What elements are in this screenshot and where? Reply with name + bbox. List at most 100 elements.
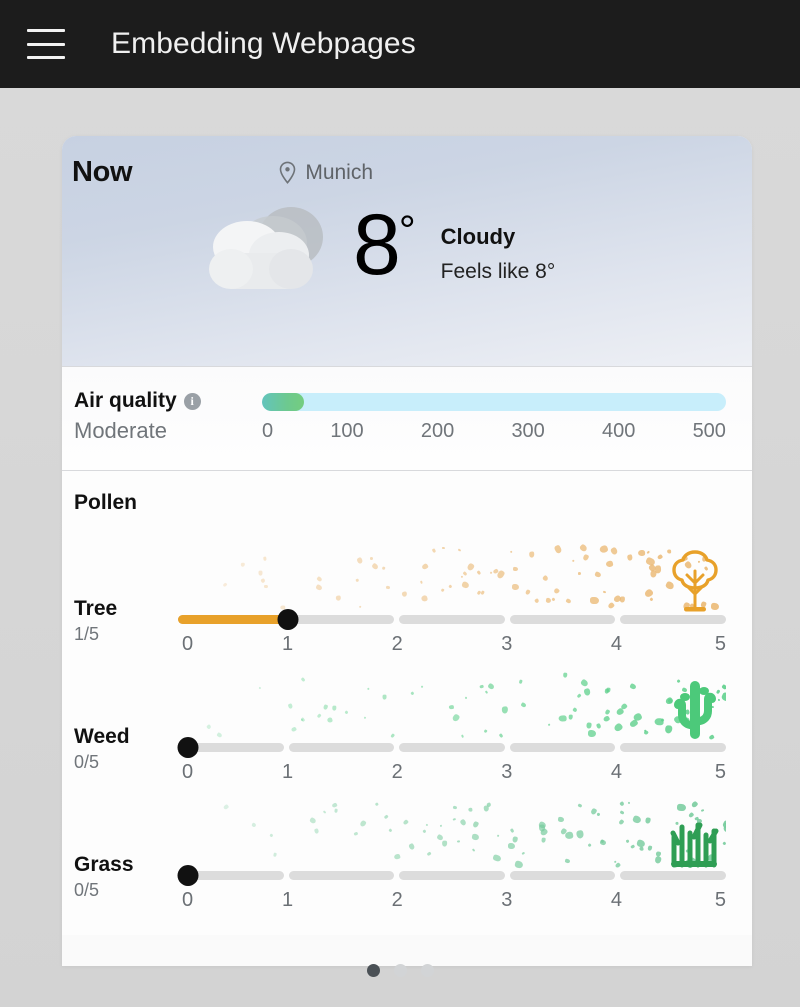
pollen-particle bbox=[496, 834, 500, 838]
pagination-dot[interactable] bbox=[393, 964, 407, 977]
pollen-particle bbox=[520, 702, 527, 709]
pollen-particle bbox=[593, 571, 601, 578]
pollen-row-grass[interactable]: Grass 0/5 0 1 2 3 4 5 bbox=[62, 797, 752, 925]
pollen-particle bbox=[539, 827, 549, 838]
pollen-particle bbox=[393, 853, 401, 861]
aq-tick: 200 bbox=[420, 420, 455, 442]
pollen-slider-knob[interactable] bbox=[177, 865, 199, 886]
pollen-slider-segment bbox=[178, 743, 284, 752]
pollen-particle bbox=[628, 682, 637, 690]
pollen-particle bbox=[571, 559, 575, 563]
cloudy-icon bbox=[187, 195, 347, 305]
pollen-particle bbox=[542, 574, 550, 582]
pollen-particle bbox=[552, 587, 560, 595]
pollen-particle bbox=[476, 569, 481, 575]
pollen-particle bbox=[426, 851, 432, 857]
pollen-particle bbox=[577, 803, 583, 808]
pollen-tick: 4 bbox=[610, 889, 622, 911]
hamburger-line bbox=[27, 56, 65, 59]
air-quality-bar-track bbox=[262, 393, 726, 411]
pollen-particle bbox=[269, 833, 274, 838]
pollen-particle bbox=[619, 596, 625, 603]
pollen-tick: 3 bbox=[501, 761, 513, 783]
pollen-tick-labels: 0 1 2 3 4 5 bbox=[178, 633, 726, 657]
pollen-particle bbox=[215, 732, 222, 739]
pagination-dot[interactable] bbox=[420, 964, 434, 977]
current-conditions-section: Now Munich bbox=[62, 136, 752, 366]
pollen-particle bbox=[259, 686, 262, 689]
pollen-particle bbox=[558, 816, 565, 823]
pollen-slider-segment bbox=[620, 615, 726, 624]
air-quality-tick-labels: 0 100 200 300 400 500 bbox=[262, 420, 726, 443]
pollen-row-score: 0/5 bbox=[74, 880, 100, 900]
pollen-particle bbox=[512, 567, 519, 573]
location-pin-icon bbox=[280, 161, 296, 184]
pollen-particle bbox=[370, 562, 380, 571]
pollen-particle bbox=[518, 679, 523, 684]
pollen-particle bbox=[491, 853, 501, 863]
pollen-particle bbox=[374, 802, 379, 807]
pollen-particle bbox=[457, 548, 461, 552]
hero-header: Now Munich bbox=[62, 136, 752, 189]
pollen-particle bbox=[334, 808, 338, 813]
pollen-row-tree[interactable]: Tree 1/5 0 1 2 3 4 5 bbox=[62, 541, 752, 669]
pollen-tick: 5 bbox=[714, 633, 726, 655]
pollen-particle bbox=[486, 801, 492, 808]
pollen-particle bbox=[273, 852, 278, 857]
pollen-particle bbox=[440, 588, 445, 593]
cactus-icon bbox=[664, 675, 726, 743]
air-quality-section[interactable]: Air quality i Moderate 0 100 200 300 400… bbox=[62, 367, 752, 470]
pollen-slider[interactable]: 0 1 2 3 4 5 bbox=[178, 609, 726, 657]
pollen-slider-segment bbox=[509, 615, 616, 624]
pollen-particle bbox=[524, 588, 531, 596]
pollen-particle bbox=[441, 546, 445, 550]
pollen-particle bbox=[479, 684, 484, 689]
pollen-particle bbox=[521, 851, 525, 855]
pollen-slider-track[interactable] bbox=[178, 609, 726, 630]
location-row[interactable]: Munich bbox=[278, 161, 373, 185]
pollen-row-score: 0/5 bbox=[74, 752, 100, 772]
pollen-particle bbox=[619, 702, 628, 711]
pollen-title: Pollen bbox=[74, 491, 138, 514]
pollen-particle bbox=[390, 733, 395, 739]
pollen-particle bbox=[646, 550, 650, 555]
pagination-dot[interactable] bbox=[366, 964, 380, 977]
pollen-particle bbox=[586, 722, 593, 729]
pollen-tick: 0 bbox=[182, 889, 194, 911]
air-quality-title: Air quality bbox=[74, 389, 177, 412]
pollen-particle bbox=[649, 597, 654, 602]
pollen-particle bbox=[646, 845, 653, 852]
pollen-slider-segment bbox=[178, 871, 284, 880]
carousel-pagination[interactable] bbox=[0, 964, 800, 977]
info-icon[interactable]: i bbox=[183, 392, 201, 410]
pollen-row-weed[interactable]: Weed 0/5 0 1 2 3 4 5 bbox=[62, 669, 752, 797]
pollen-slider-knob[interactable] bbox=[277, 609, 299, 630]
pollen-particle bbox=[471, 848, 476, 853]
pollen-particle bbox=[501, 706, 508, 715]
hamburger-line bbox=[27, 29, 65, 32]
hamburger-menu-icon[interactable] bbox=[27, 29, 65, 59]
pollen-tick: 3 bbox=[501, 633, 513, 655]
weather-card: Now Munich bbox=[62, 136, 752, 966]
pollen-slider[interactable]: 0 1 2 3 4 5 bbox=[177, 737, 726, 785]
pollen-row-score: 1/5 bbox=[74, 624, 100, 644]
pollen-row-name: Tree bbox=[74, 597, 118, 620]
tree-icon bbox=[664, 547, 726, 615]
pollen-particle bbox=[483, 805, 490, 812]
pollen-particle bbox=[466, 562, 476, 572]
pollen-particle bbox=[356, 556, 364, 564]
page-title: Embedding Webpages bbox=[111, 27, 416, 60]
pollen-slider-track[interactable] bbox=[177, 865, 726, 886]
pollen-particle bbox=[459, 818, 468, 827]
pollen-particle bbox=[595, 722, 602, 730]
pollen-particle bbox=[388, 828, 393, 833]
pollen-particle bbox=[628, 801, 632, 805]
pollen-tick: 0 bbox=[182, 761, 194, 783]
pollen-slider-track[interactable] bbox=[177, 737, 726, 758]
pollen-tick: 3 bbox=[501, 889, 513, 911]
pollen-slider[interactable]: 0 1 2 3 4 5 bbox=[177, 865, 726, 913]
pollen-slider-knob[interactable] bbox=[177, 737, 199, 758]
pollen-particle bbox=[483, 729, 488, 734]
pollen-particle bbox=[472, 820, 480, 829]
pollen-particle bbox=[461, 734, 465, 738]
